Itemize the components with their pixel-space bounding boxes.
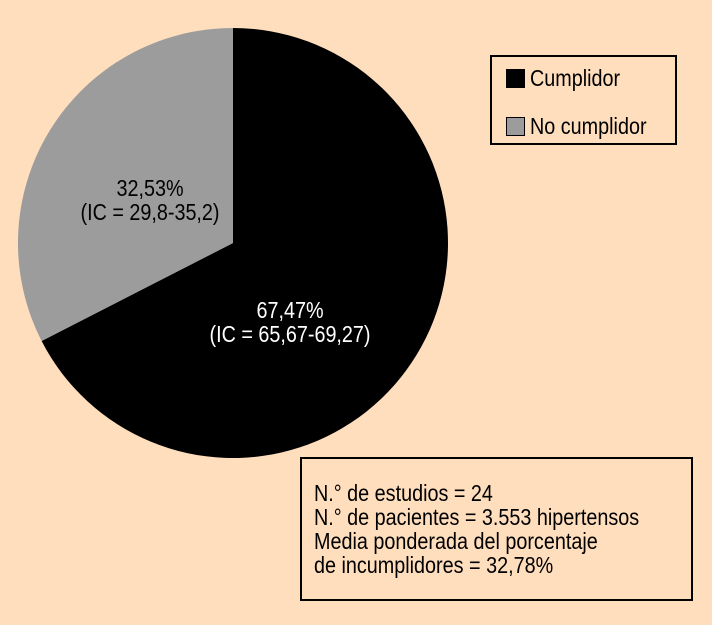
legend: Cumplidor No cumplidor — [490, 55, 677, 145]
legend-item-no-cumplidor: No cumplidor — [506, 113, 666, 140]
legend-label: Cumplidor — [530, 65, 621, 91]
info-line: Media ponderada del porcentaje — [314, 528, 598, 554]
legend-label: No cumplidor — [530, 113, 647, 139]
legend-item-cumplidor: Cumplidor — [506, 65, 635, 92]
legend-swatch-gray — [506, 117, 525, 136]
slice-percent-label: 32,53% — [116, 176, 183, 202]
slice-percent-label: 67,47% — [256, 298, 323, 324]
slice-ci-label: (IC = 29,8-35,2) — [81, 200, 220, 226]
pie-slice-no-cumplidor — [17, 28, 234, 341]
pie-slice-cumplidor — [41, 28, 449, 458]
info-line: de incumplidores = 32,78% — [314, 552, 554, 578]
info-box: N.° de estudios = 24 N.° de pacientes = … — [300, 457, 693, 601]
info-line: N.° de pacientes = 3.553 hipertensos — [314, 504, 640, 530]
slice-ci-label: (IC = 65,67-69,27) — [210, 322, 371, 348]
legend-swatch-black — [506, 69, 525, 88]
info-line: N.° de estudios = 24 — [314, 480, 493, 506]
